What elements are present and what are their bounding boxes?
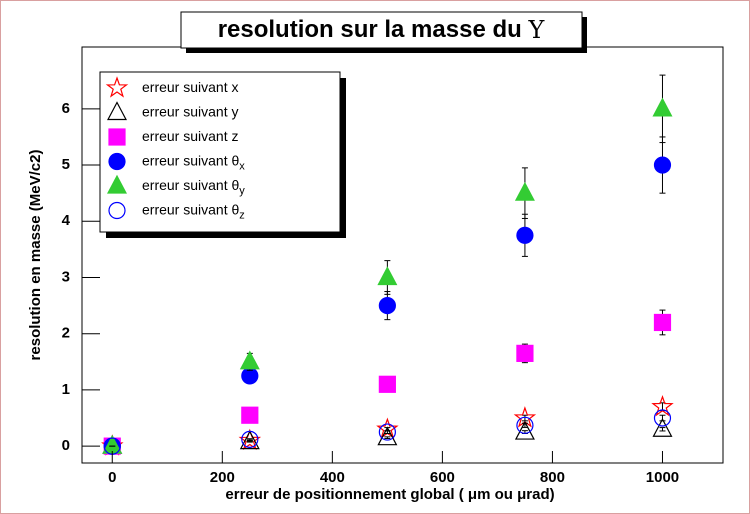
chart-title: resolution sur la masse du Υ	[218, 16, 546, 44]
legend-entry: erreur suivant x	[105, 76, 238, 98]
legend-name: erreur suivant y	[142, 103, 238, 119]
x-tick-label: 1000	[646, 469, 679, 486]
legend-box	[99, 71, 341, 233]
marker-square	[653, 313, 672, 332]
legend-label: erreur suivant y	[142, 103, 238, 119]
y-tick-label: 5	[62, 156, 70, 173]
title-text: resolution sur la masse du	[218, 16, 522, 43]
marker-triangle	[377, 266, 398, 286]
legend: erreur suivant x erreur suivant y erreur s…	[105, 76, 245, 221]
x-axis-label: erreur de positionnement global ( μm ou …	[225, 486, 554, 503]
series	[103, 409, 672, 455]
legend-name: erreur suivant θ	[142, 152, 239, 168]
legend-label: erreur suivant θy	[142, 177, 245, 197]
marker-triangle	[239, 350, 260, 370]
y-tick-label: 4	[62, 212, 71, 229]
marker-star	[238, 428, 262, 451]
legend-name: erreur suivant θ	[142, 201, 239, 217]
series	[102, 74, 673, 454]
marker-triangle	[652, 97, 673, 117]
marker-square	[108, 128, 126, 146]
title-box	[180, 11, 583, 49]
x-tick-label: 200	[210, 469, 235, 486]
legend-label: erreur suivant x	[142, 79, 238, 95]
title-symbol: Υ	[527, 16, 545, 44]
marker-star	[105, 76, 129, 98]
legend-subscript: x	[239, 160, 245, 172]
marker-triangle	[239, 430, 260, 450]
y-axis-label: resolution en masse (MeV/c2)	[27, 150, 44, 361]
marker-circle	[108, 201, 126, 220]
marker-triangle	[514, 181, 535, 201]
marker-square	[241, 406, 259, 424]
marker-triangle	[107, 101, 127, 121]
marker-circle	[653, 409, 672, 427]
marker-circle	[378, 296, 396, 315]
marker-circle	[108, 152, 126, 171]
marker-triangle	[377, 426, 398, 446]
marker-star	[651, 394, 674, 417]
marker-circle	[516, 416, 534, 434]
legend-entry: erreur suivant θy	[107, 174, 245, 197]
marker-circle	[378, 423, 396, 441]
legend-subscript: y	[239, 185, 245, 197]
legend-name: erreur suivant θ	[142, 177, 239, 193]
legend-entry: erreur suivant z	[108, 128, 238, 146]
marker-square	[516, 344, 534, 362]
marker-triangle	[652, 417, 673, 437]
y-tick-label: 0	[62, 437, 70, 454]
legend-entry: erreur suivant y	[107, 101, 238, 121]
x-tick-label: 0	[108, 469, 116, 486]
y-tick-label: 6	[62, 100, 70, 117]
x-tick-label: 400	[320, 469, 345, 486]
series	[103, 309, 672, 455]
marker-circle	[241, 430, 259, 448]
plot-area	[101, 74, 674, 456]
y-tick-label: 3	[62, 268, 70, 285]
y-tick-label: 2	[62, 325, 70, 342]
marker-triangle	[107, 174, 127, 194]
legend-entry: erreur suivant θz	[108, 201, 245, 221]
marker-triangle	[514, 420, 535, 440]
x-tick-label: 600	[430, 469, 455, 486]
legend-label: erreur suivant z	[142, 128, 238, 144]
y-tick-label: 1	[62, 381, 70, 398]
marker-square	[378, 375, 396, 393]
legend-name: erreur suivant z	[142, 128, 238, 144]
marker-circle	[516, 226, 534, 244]
legend-name: erreur suivant x	[142, 79, 238, 95]
legend-label: erreur suivant θx	[142, 152, 245, 172]
marker-circle	[653, 156, 672, 174]
legend-entry: erreur suivant θx	[108, 152, 245, 172]
x-tick-label: 800	[540, 469, 565, 486]
legend-label: erreur suivant θz	[142, 201, 245, 221]
legend-subscript: z	[239, 209, 245, 221]
